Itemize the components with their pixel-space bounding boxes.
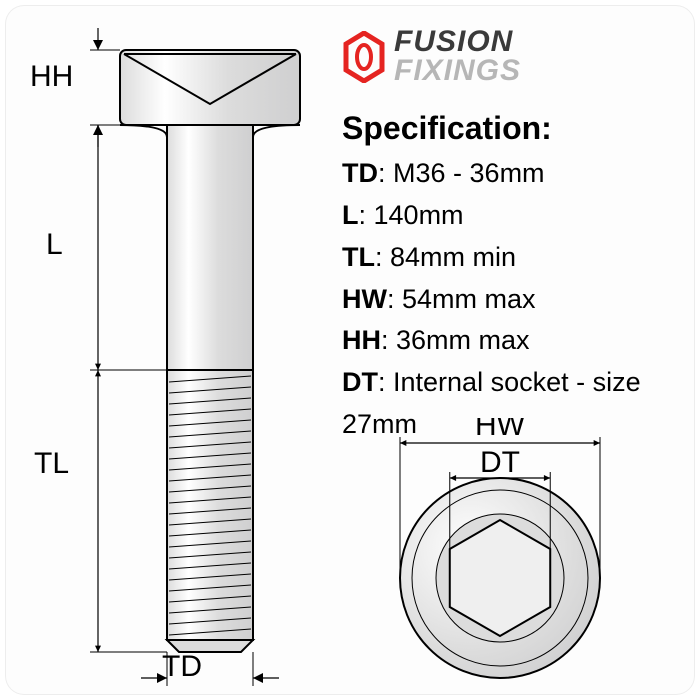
svg-text:HW: HW bbox=[475, 418, 526, 442]
bolt-side-diagram bbox=[20, 20, 340, 690]
dim-label-hh: HH bbox=[30, 60, 73, 94]
bolt-top-diagram: HW DT bbox=[350, 418, 650, 693]
specification-block: Specification: TD: M36 - 36mm L: 140mm T… bbox=[342, 110, 700, 446]
spec-title: Specification: bbox=[342, 110, 700, 147]
dim-label-tl: TL bbox=[34, 447, 69, 481]
spec-row: TL: 84mm min bbox=[342, 237, 700, 279]
spec-row: L: 140mm bbox=[342, 195, 700, 237]
spec-row: HH: 36mm max bbox=[342, 320, 700, 362]
logo-line2: FIXINGS bbox=[394, 57, 521, 86]
svg-text:DT: DT bbox=[480, 446, 520, 479]
spec-row: TD: M36 - 36mm bbox=[342, 153, 700, 195]
dim-label-l: L bbox=[46, 228, 63, 262]
dim-label-td: TD bbox=[162, 650, 202, 684]
brand-logo: FUSION FIXINGS bbox=[342, 28, 521, 85]
logo-hex-icon bbox=[342, 31, 386, 83]
spec-row: HW: 54mm max bbox=[342, 279, 700, 321]
logo-line1: FUSION bbox=[394, 28, 521, 57]
